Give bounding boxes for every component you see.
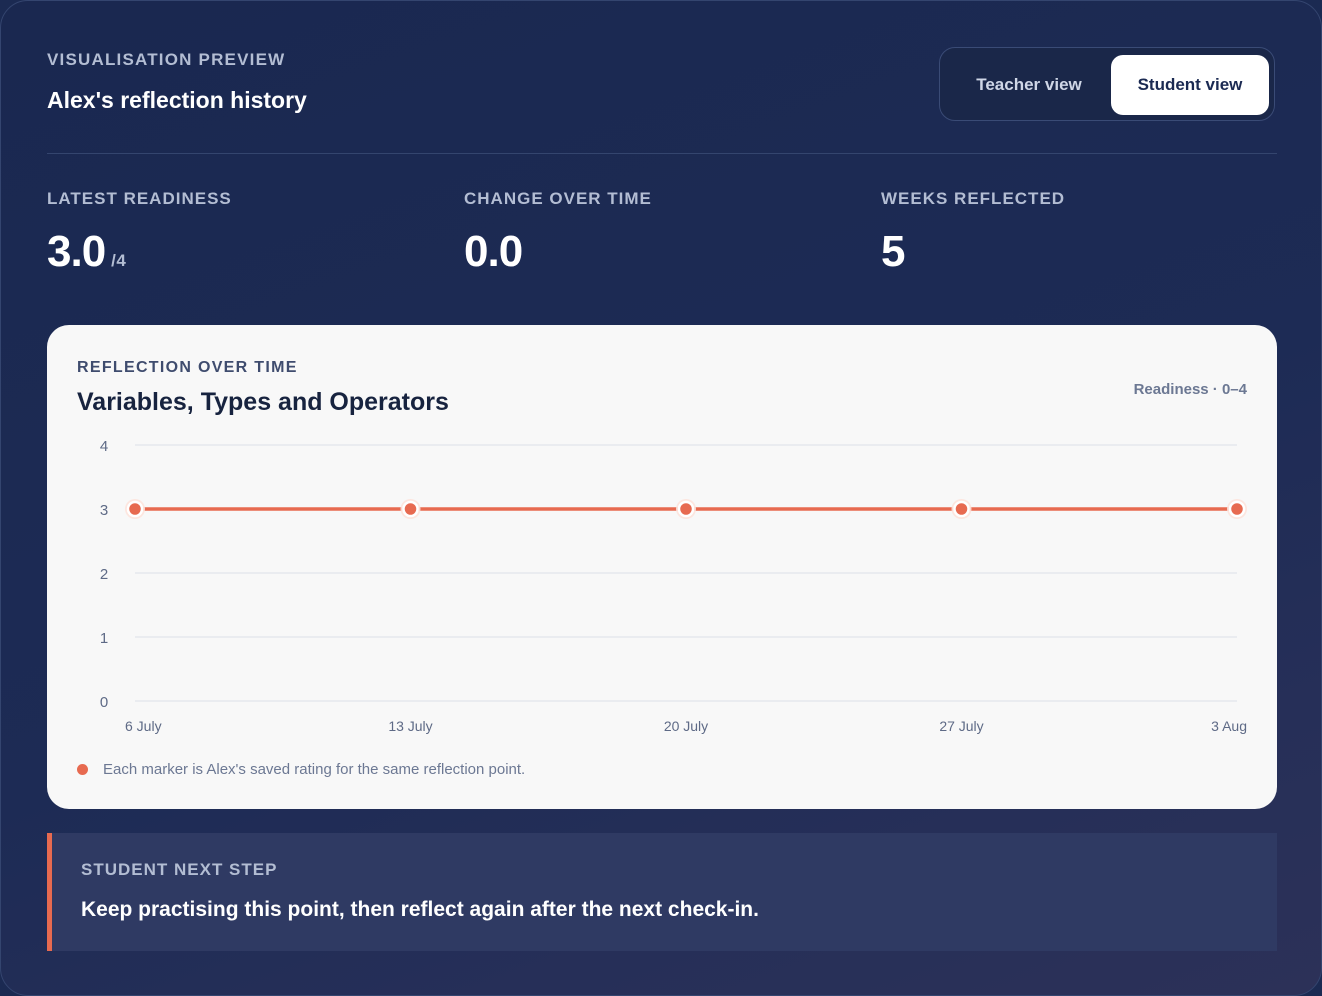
x-tick-label: 20 July bbox=[664, 718, 708, 734]
header-divider bbox=[47, 153, 1277, 154]
readiness-scale-note: Readiness · 0–4 bbox=[1133, 381, 1247, 398]
x-tick-label: 13 July bbox=[388, 718, 432, 734]
latest-readiness-unit: /4 bbox=[111, 251, 127, 270]
y-tick-label: 1 bbox=[100, 630, 108, 647]
metric-change-over-time: CHANGE OVER TIME 0.0 bbox=[464, 189, 844, 277]
view-toggle: Teacher view Student view bbox=[939, 47, 1275, 121]
chart-legend: Each marker is Alex's saved rating for t… bbox=[77, 759, 525, 779]
reflection-chart-card: REFLECTION OVER TIME Variables, Types an… bbox=[47, 325, 1277, 809]
metric-label: WEEKS REFLECTED bbox=[881, 189, 1066, 208]
chart-title: Variables, Types and Operators bbox=[77, 388, 449, 416]
readiness-line-chart: 0 1 2 3 4 6 July 13 July 20 July 27 July 3 Aug bbox=[100, 438, 1247, 734]
metric-weeks-reflected: WEEKS REFLECTED 5 bbox=[881, 189, 1261, 277]
change-over-time-value: 0.0 bbox=[464, 227, 523, 276]
preview-eyebrow: VISUALISATION PREVIEW bbox=[47, 50, 286, 69]
x-tick-label: 3 Aug bbox=[1211, 718, 1247, 734]
chart-eyebrow: REFLECTION OVER TIME bbox=[77, 359, 298, 376]
weeks-reflected-value: 5 bbox=[881, 227, 905, 276]
data-point-marker bbox=[677, 500, 695, 518]
metric-label: CHANGE OVER TIME bbox=[464, 189, 652, 208]
y-tick-label: 2 bbox=[100, 566, 108, 583]
latest-readiness-value: 3.0 bbox=[47, 227, 106, 276]
metric-latest-readiness: LATEST READINESS 3.0/4 bbox=[47, 189, 427, 277]
y-tick-label: 3 bbox=[100, 502, 108, 519]
metric-value: 3.0/4 bbox=[47, 227, 427, 277]
y-tick-label: 0 bbox=[100, 694, 108, 711]
next-step-text: Keep practising this point, then reflect… bbox=[81, 898, 759, 921]
teacher-view-button[interactable]: Teacher view bbox=[976, 75, 1082, 94]
x-tick-label: 6 July bbox=[125, 718, 162, 734]
y-tick-label: 4 bbox=[100, 438, 108, 455]
legend-marker-icon bbox=[77, 763, 88, 775]
page-title: Alex's reflection history bbox=[47, 87, 307, 113]
data-point-marker bbox=[1228, 500, 1246, 518]
student-view-button[interactable]: Student view bbox=[1111, 55, 1269, 115]
data-point-marker bbox=[126, 500, 144, 518]
x-tick-label: 27 July bbox=[939, 718, 983, 734]
metric-label: LATEST READINESS bbox=[47, 189, 232, 208]
next-step-eyebrow: STUDENT NEXT STEP bbox=[81, 860, 278, 879]
data-point-marker bbox=[402, 500, 419, 518]
legend-text: Each marker is Alex's saved rating for t… bbox=[103, 760, 526, 778]
data-point-marker bbox=[953, 500, 970, 518]
student-next-step-callout: STUDENT NEXT STEP Keep practising this p… bbox=[47, 833, 1277, 951]
